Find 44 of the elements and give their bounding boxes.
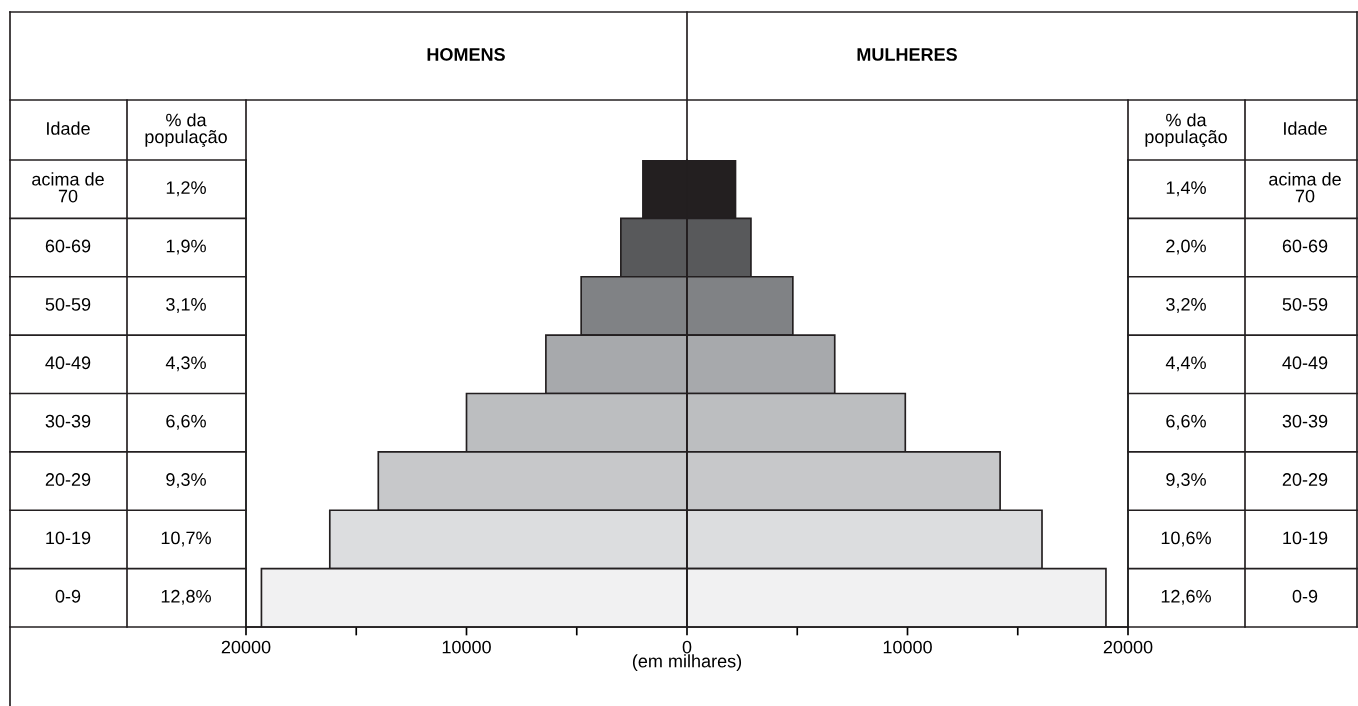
text: 1,4% bbox=[1166, 181, 1206, 197]
x-axis-title: (em milhares) bbox=[632, 654, 742, 672]
category-label: 50-59 bbox=[45, 298, 91, 311]
text: 3,2% bbox=[1166, 298, 1206, 313]
text: 10,7% bbox=[161, 531, 211, 547]
y-tick-label: acima de 70 bbox=[1269, 172, 1341, 203]
category-label: 60-69 bbox=[45, 239, 91, 253]
text: 2,0% bbox=[1166, 239, 1206, 255]
text: 6,6% bbox=[1166, 414, 1206, 430]
y-tick-label: 0-9 bbox=[1292, 589, 1318, 603]
y-tick-label: 40-49 bbox=[1282, 356, 1328, 370]
category-label: 30-39 bbox=[45, 414, 91, 428]
category-label: acima de 70 bbox=[32, 172, 104, 203]
text: 1,9% bbox=[166, 239, 206, 255]
x-tick-label: 10000 bbox=[442, 640, 491, 654]
text: Idade bbox=[47, 121, 90, 135]
text: 9,3% bbox=[166, 473, 206, 489]
category-label: 10-19 bbox=[46, 531, 91, 545]
text: 12,6% bbox=[1161, 589, 1211, 605]
y-tick-label: 30-39 bbox=[1282, 414, 1328, 428]
text: Idade bbox=[1284, 121, 1327, 135]
text: % da população bbox=[1145, 113, 1227, 147]
category-label: 20-29 bbox=[45, 473, 91, 486]
x-tick-label: 20000 bbox=[1103, 640, 1153, 654]
text: 12,8% bbox=[161, 589, 211, 605]
category-label: 0-9 bbox=[55, 589, 81, 603]
text: 4,4% bbox=[1165, 356, 1206, 372]
text: 4,3% bbox=[165, 356, 206, 372]
text: 6,6% bbox=[166, 414, 206, 430]
y-tick-label: 20-29 bbox=[1282, 473, 1328, 486]
y-tick-label: 50-59 bbox=[1282, 298, 1328, 311]
text: MULHERES bbox=[857, 48, 957, 61]
text: HOMENS bbox=[427, 48, 505, 61]
category-label: 40-49 bbox=[45, 356, 91, 370]
x-tick-label: 20000 bbox=[221, 640, 271, 654]
text: 9,3% bbox=[1166, 473, 1206, 489]
y-tick-label: 60-69 bbox=[1282, 239, 1328, 253]
text: 3,1% bbox=[166, 298, 206, 313]
text: 10,6% bbox=[1161, 531, 1211, 547]
text: % da população bbox=[145, 113, 227, 147]
y-tick-label: 10-19 bbox=[1283, 531, 1328, 545]
text: 1,2% bbox=[166, 181, 206, 197]
x-tick-label: 0 bbox=[682, 640, 692, 654]
x-tick-label: 10000 bbox=[883, 640, 932, 654]
